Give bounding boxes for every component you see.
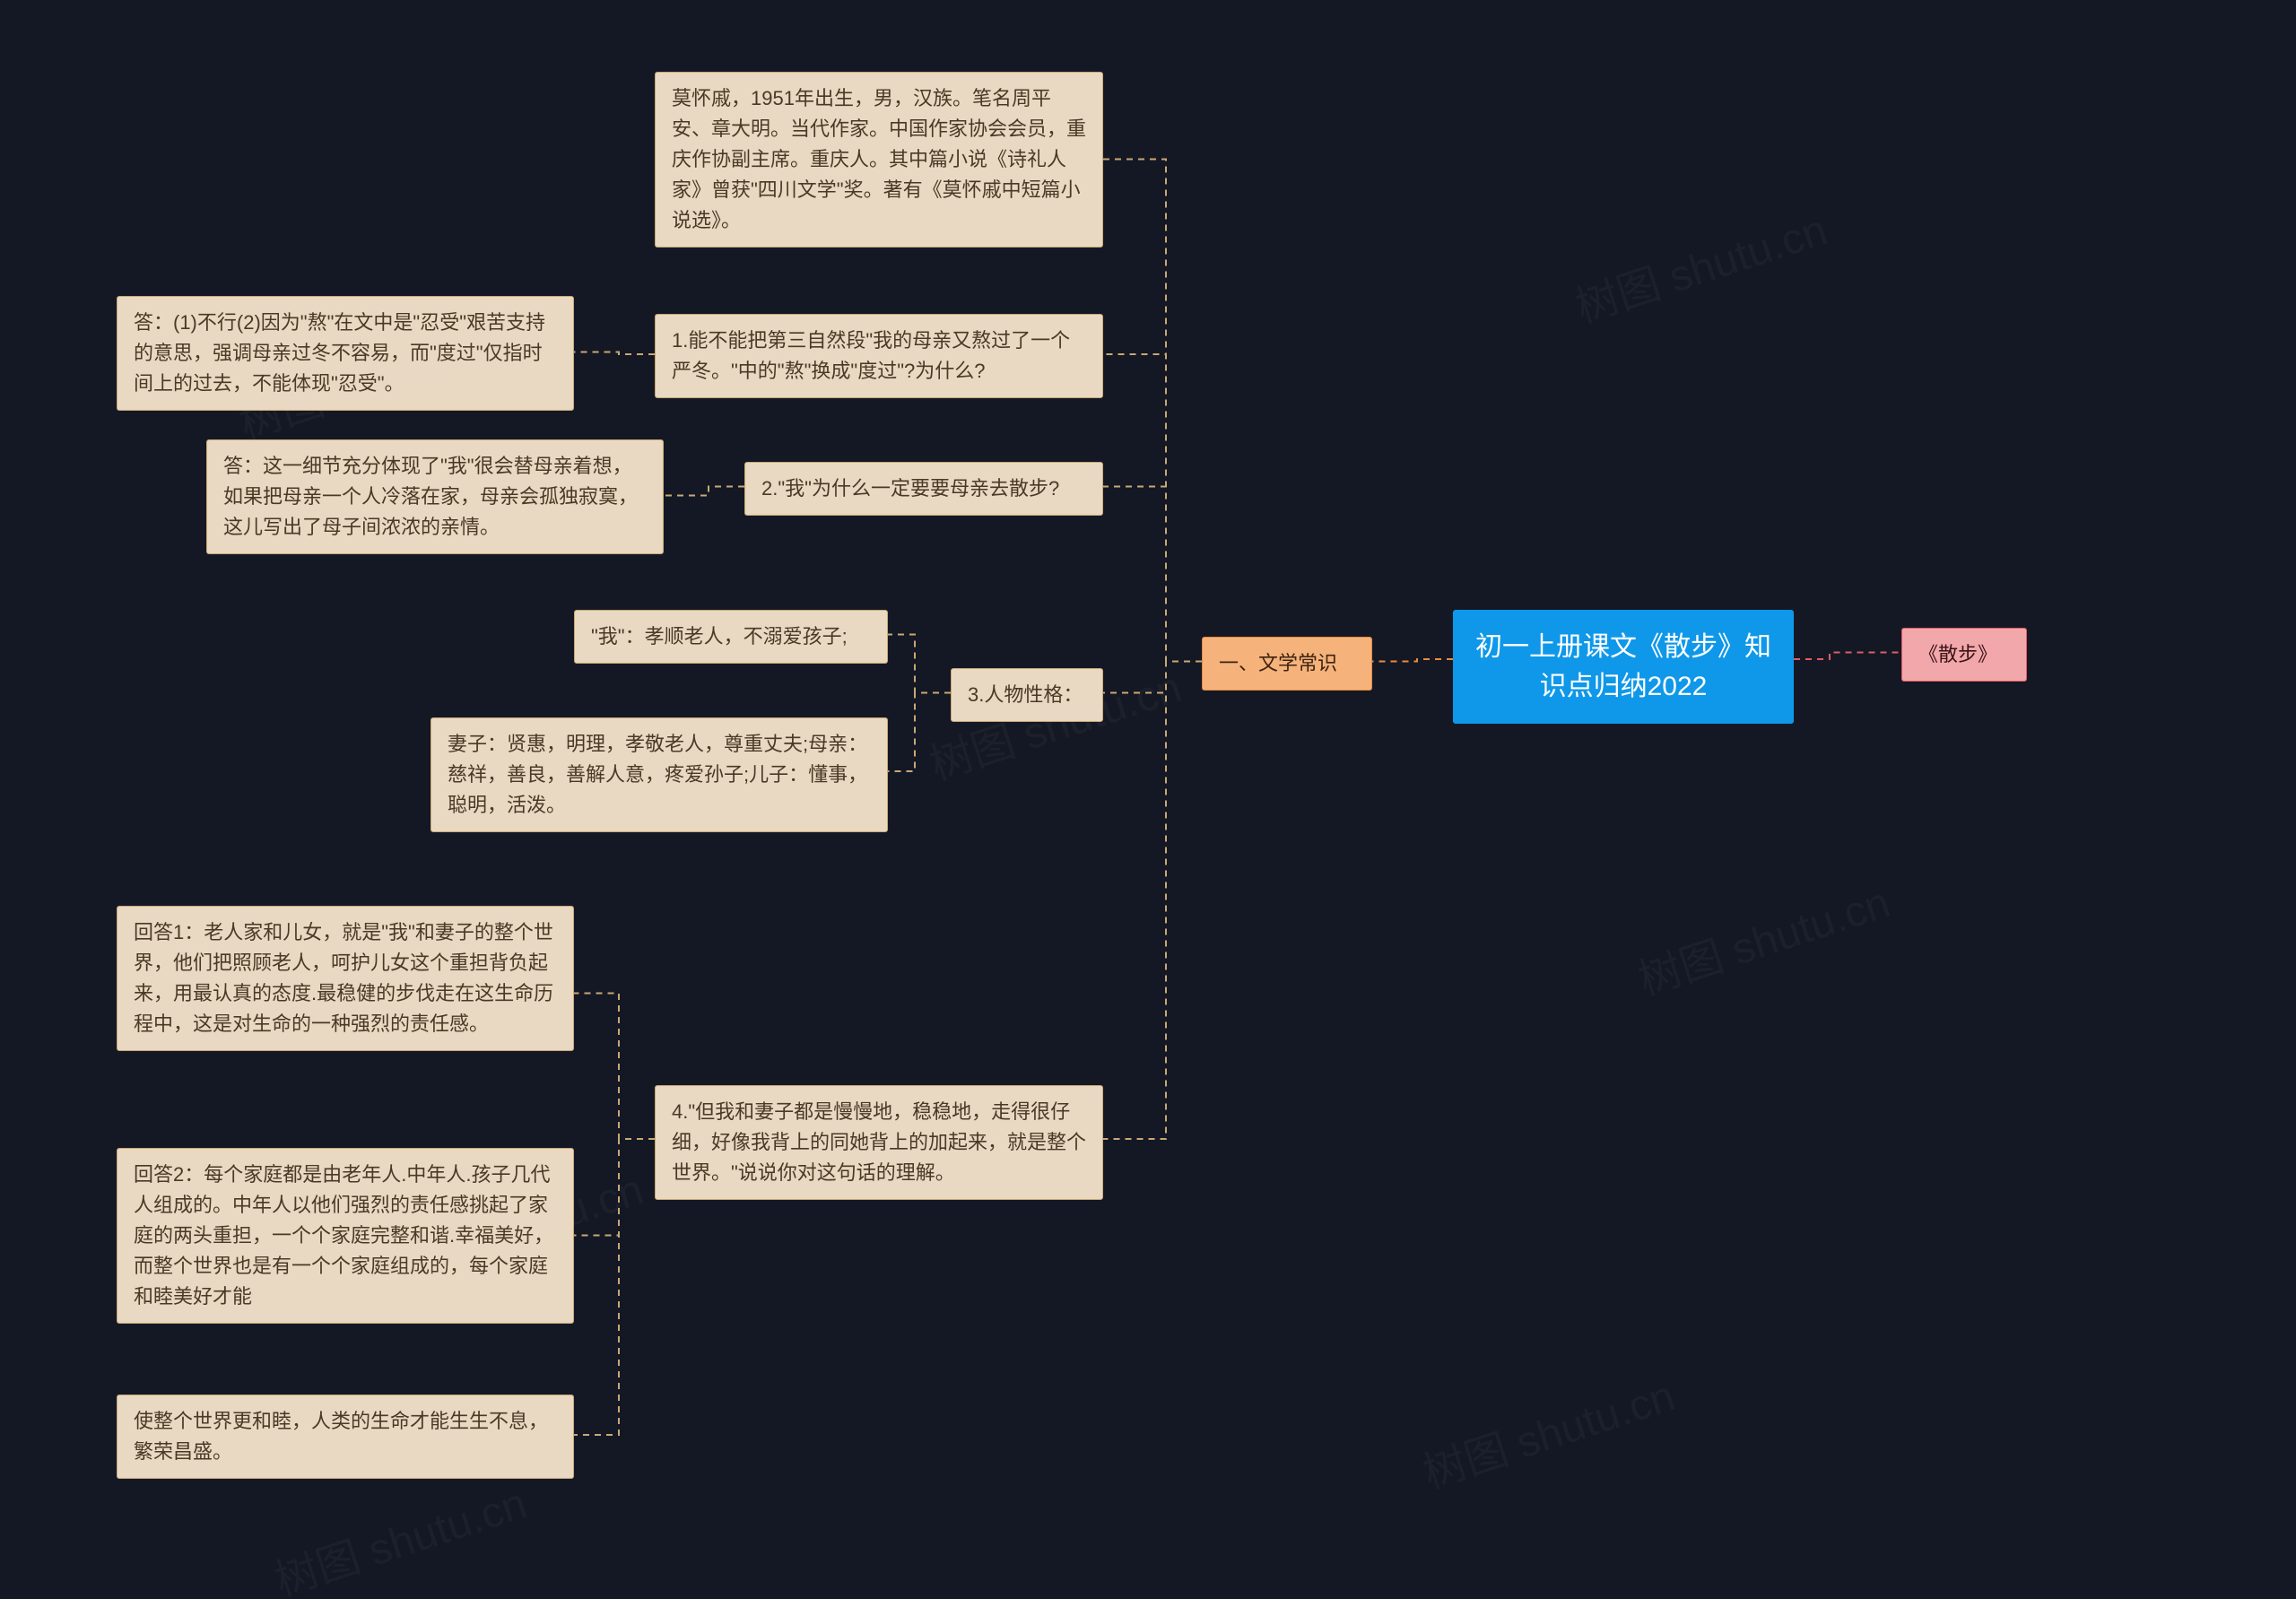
connector [664, 487, 744, 496]
node-a1[interactable]: 答：(1)不行(2)因为"熬"在文中是"忍受"艰苦支持的意思，强调母亲过冬不容易… [117, 296, 574, 411]
connector [1794, 653, 1901, 660]
watermark: 树图 shutu.cn [1413, 1360, 1681, 1500]
connector [1103, 354, 1202, 662]
node-sanbu[interactable]: 《散步》 [1901, 628, 2027, 682]
node-a4a[interactable]: 回答1：老人家和儿女，就是"我"和妻子的整个世界，他们把照顾老人，呵护儿女这个重… [117, 906, 574, 1051]
node-q4[interactable]: 4."但我和妻子都是慢慢地，稳稳地，走得很仔细，好像我背上的同她背上的加起来，就… [655, 1085, 1103, 1200]
node-a3b[interactable]: 妻子：贤惠，明理，孝敬老人，尊重丈夫;母亲：慈祥，善良，善解人意，疼爱孙子;儿子… [430, 717, 888, 832]
connector [1372, 659, 1453, 662]
connector [1103, 662, 1202, 1140]
node-author-intro[interactable]: 莫怀戚，1951年出生，男，汉族。笔名周平安、章大明。当代作家。中国作家协会会员… [655, 72, 1103, 248]
node-q3[interactable]: 3.人物性格： [951, 668, 1103, 722]
connector [888, 693, 951, 772]
node-q2[interactable]: 2."我"为什么一定要要母亲去散步? [744, 462, 1103, 516]
node-q1[interactable]: 1.能不能把第三自然段"我的母亲又熬过了一个严冬。"中的"熬"换成"度过"?为什… [655, 314, 1103, 398]
root-node[interactable]: 初一上册课文《散步》知识点归纳2022 [1453, 610, 1794, 724]
connector [1103, 662, 1202, 693]
connector [574, 1139, 655, 1435]
connector-layer [0, 0, 2296, 1599]
watermark: 树图 shutu.cn [1566, 195, 1833, 335]
node-a2[interactable]: 答：这一细节充分体现了"我"很会替母亲着想，如果把母亲一个人冷落在家，母亲会孤独… [206, 439, 664, 554]
watermark: 树图 shutu.cn [1629, 867, 1896, 1007]
watermark: 树图 shutu.cn [265, 1468, 533, 1599]
node-a4b[interactable]: 回答2：每个家庭都是由老年人.中年人.孩子几代人组成的。中年人以他们强烈的责任感… [117, 1148, 574, 1324]
node-literary-knowledge[interactable]: 一、文学常识 [1202, 637, 1372, 691]
connector [1103, 160, 1202, 662]
connector [888, 635, 951, 693]
connector [574, 1139, 655, 1236]
connector [574, 352, 655, 355]
node-a3a[interactable]: "我"：孝顺老人，不溺爱孩子; [574, 610, 888, 664]
connector [574, 994, 655, 1140]
node-a4c[interactable]: 使整个世界更和睦，人类的生命才能生生不息，繁荣昌盛。 [117, 1395, 574, 1479]
connector [1103, 487, 1202, 662]
